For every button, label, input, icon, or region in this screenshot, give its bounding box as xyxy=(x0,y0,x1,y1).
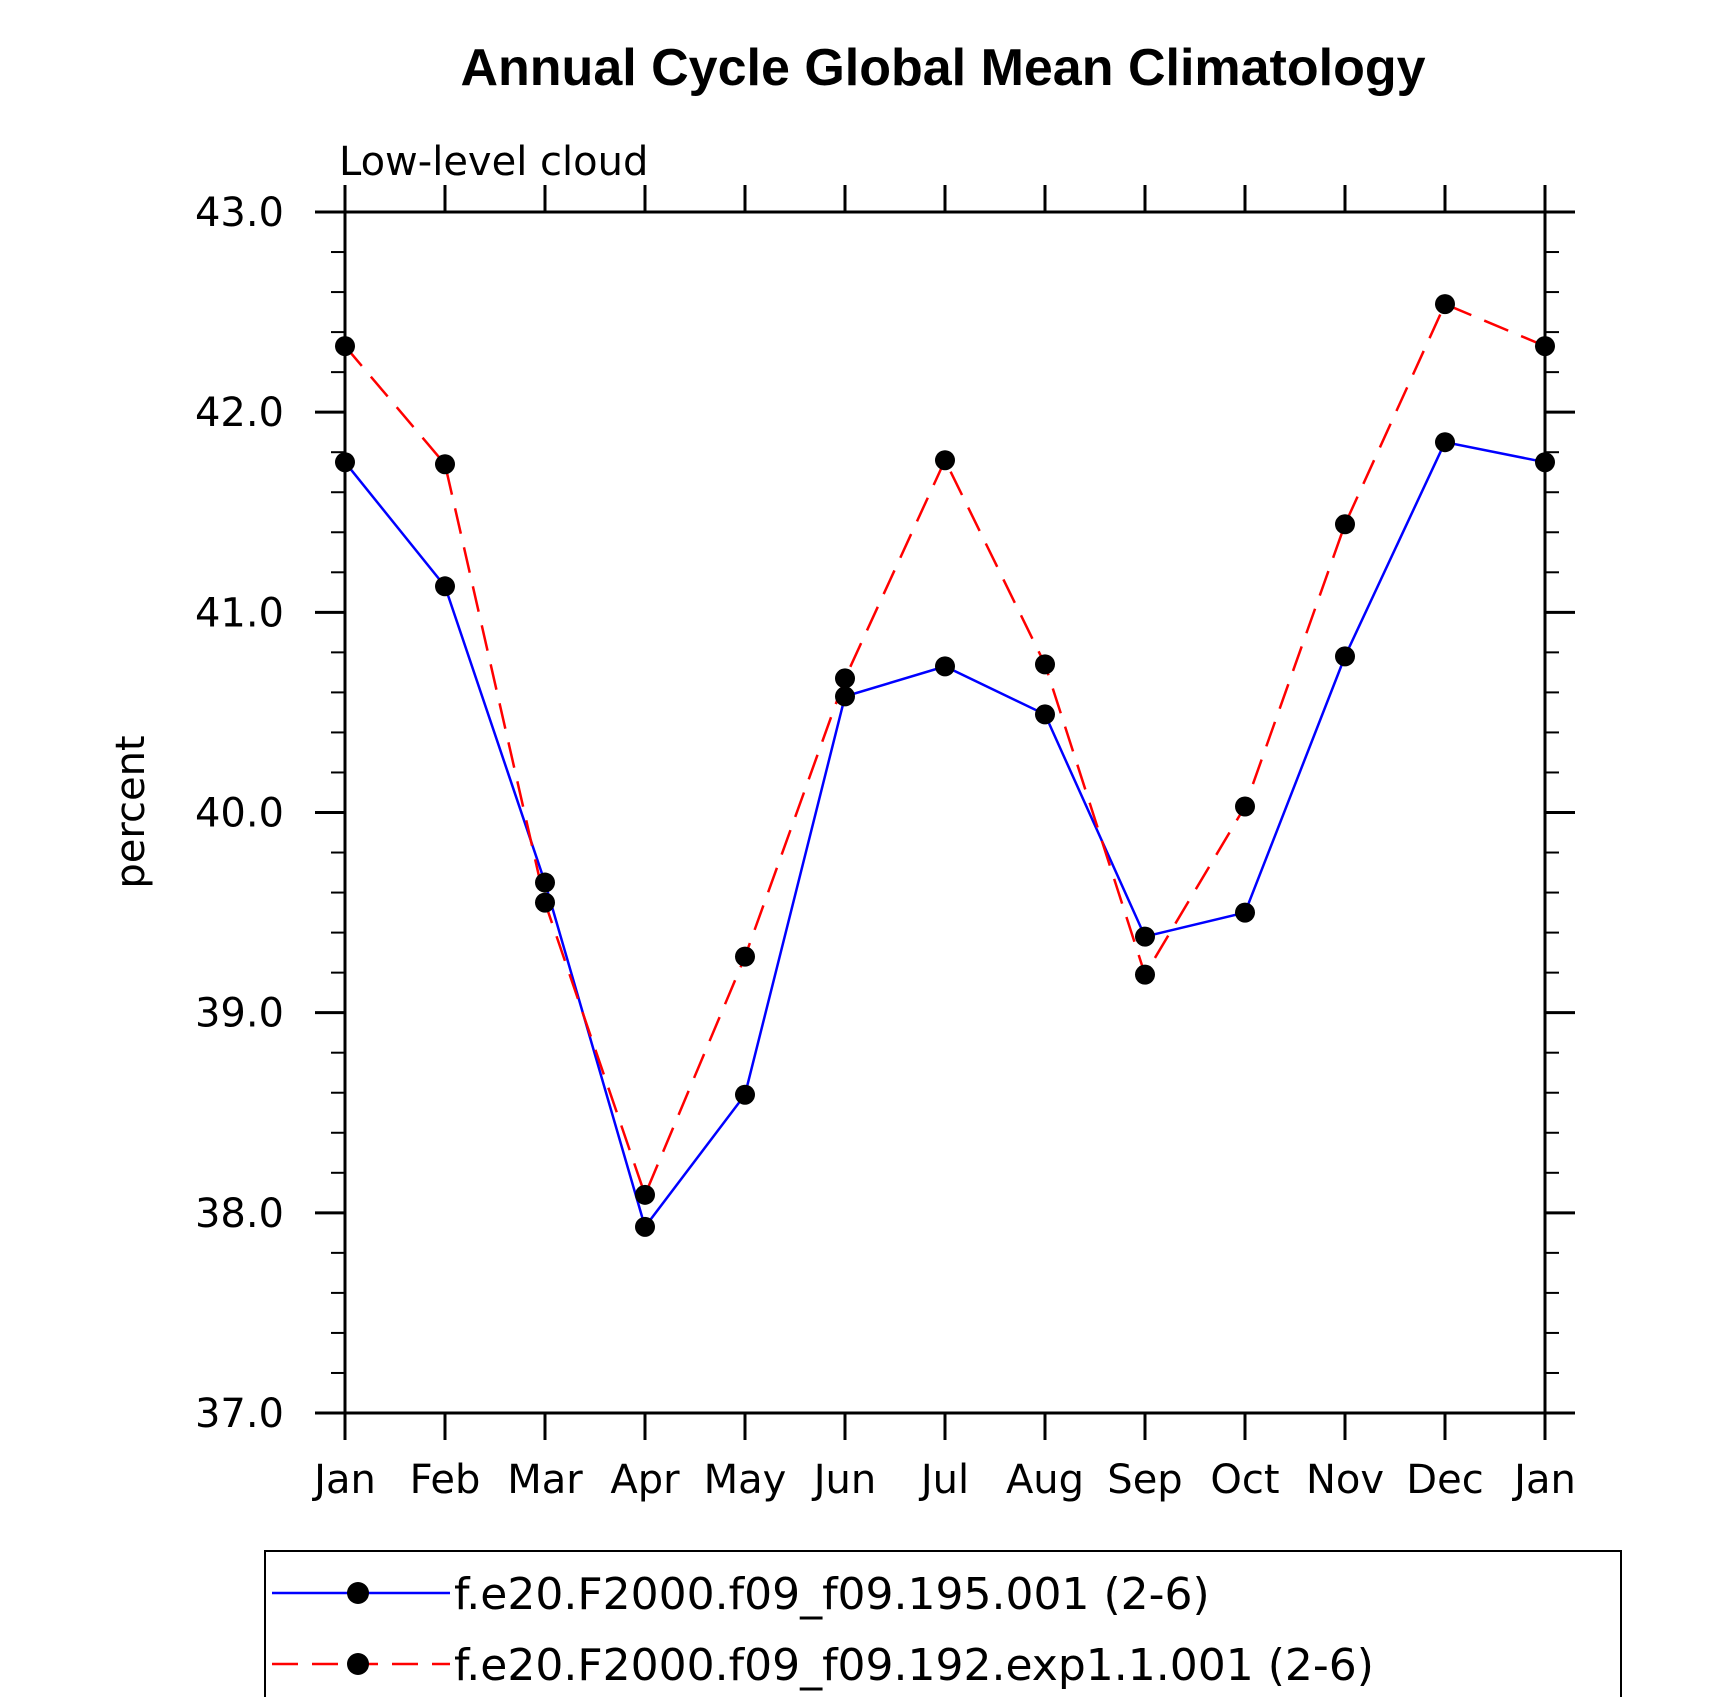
legend-label-series-1: f.e20.F2000.f09_f09.195.001 (2-6) xyxy=(454,1569,1210,1620)
y-axis-label: percent xyxy=(108,735,154,888)
data-point-series-1 xyxy=(935,656,955,677)
data-point-series-2 xyxy=(335,336,355,357)
chart-subtitle: Low-level cloud xyxy=(339,139,648,185)
data-point-series-2 xyxy=(1035,654,1055,675)
x-tick-label: Jan xyxy=(311,1457,376,1503)
legend-marker-series-2 xyxy=(347,1653,369,1675)
data-point-series-2 xyxy=(1335,514,1355,535)
y-tick-label: 38.0 xyxy=(195,1191,284,1237)
x-tick-label: Oct xyxy=(1210,1457,1279,1503)
series-line-2 xyxy=(344,302,1546,1199)
y-tick-label: 42.0 xyxy=(195,390,284,436)
data-point-series-1 xyxy=(1035,704,1055,725)
x-tick-label: Mar xyxy=(507,1457,583,1503)
legend: f.e20.F2000.f09_f09.195.001 (2-6) f.e20.… xyxy=(264,1550,1622,1697)
x-tick-label: Jan xyxy=(1511,1457,1576,1503)
data-point-series-1 xyxy=(835,686,855,707)
data-point-series-2 xyxy=(635,1184,655,1205)
y-tick-label: 39.0 xyxy=(195,991,284,1037)
x-tick-label: Feb xyxy=(410,1457,481,1503)
legend-label-series-2: f.e20.F2000.f09_f09.192.exp1.1.001 (2-6) xyxy=(454,1640,1374,1691)
data-point-series-2 xyxy=(535,892,555,913)
x-tick-label: May xyxy=(704,1457,787,1503)
x-tick-label: Jun xyxy=(811,1457,877,1503)
data-point-series-1 xyxy=(1235,902,1255,923)
data-point-series-1 xyxy=(1335,646,1355,667)
x-tick-label: Nov xyxy=(1306,1457,1384,1503)
data-point-series-1 xyxy=(335,452,355,473)
data-point-series-1 xyxy=(1435,432,1455,453)
data-point-series-2 xyxy=(835,668,855,689)
data-point-series-1 xyxy=(1535,452,1555,473)
chart-title: Annual Cycle Global Mean Climatology xyxy=(460,39,1425,97)
data-point-series-1 xyxy=(635,1216,655,1237)
data-point-series-1 xyxy=(1135,926,1155,947)
axes: Jan Feb Mar Apr May Jun Jul Aug Sep Oct Nov Dec Jan 3… xyxy=(195,185,1576,1503)
x-tick-label: Sep xyxy=(1107,1457,1182,1503)
legend-box xyxy=(264,1550,1622,1697)
y-tick-label: 41.0 xyxy=(195,590,284,636)
data-point-series-1 xyxy=(435,576,455,597)
data-point-series-2 xyxy=(1235,796,1255,817)
series-layer xyxy=(335,294,1555,1237)
data-point-series-2 xyxy=(935,450,955,471)
data-point-series-2 xyxy=(735,946,755,967)
data-point-series-2 xyxy=(1535,336,1555,357)
x-tick-label: Dec xyxy=(1406,1457,1483,1503)
data-point-series-1 xyxy=(535,872,555,893)
x-tick-label: Apr xyxy=(610,1457,680,1503)
data-point-series-2 xyxy=(435,454,455,475)
y-tick-label: 43.0 xyxy=(195,190,284,236)
x-tick-label: Aug xyxy=(1006,1457,1084,1503)
data-point-series-2 xyxy=(1435,294,1455,315)
y-tick-label: 40.0 xyxy=(195,791,284,837)
x-tick-label: Jul xyxy=(918,1457,969,1503)
legend-marker-series-1 xyxy=(347,1582,369,1604)
data-point-series-1 xyxy=(735,1084,755,1105)
series-line-1 xyxy=(344,440,1546,1230)
y-tick-label: 37.0 xyxy=(195,1391,284,1437)
data-point-series-2 xyxy=(1135,964,1155,985)
plot-frame xyxy=(343,210,1547,1415)
